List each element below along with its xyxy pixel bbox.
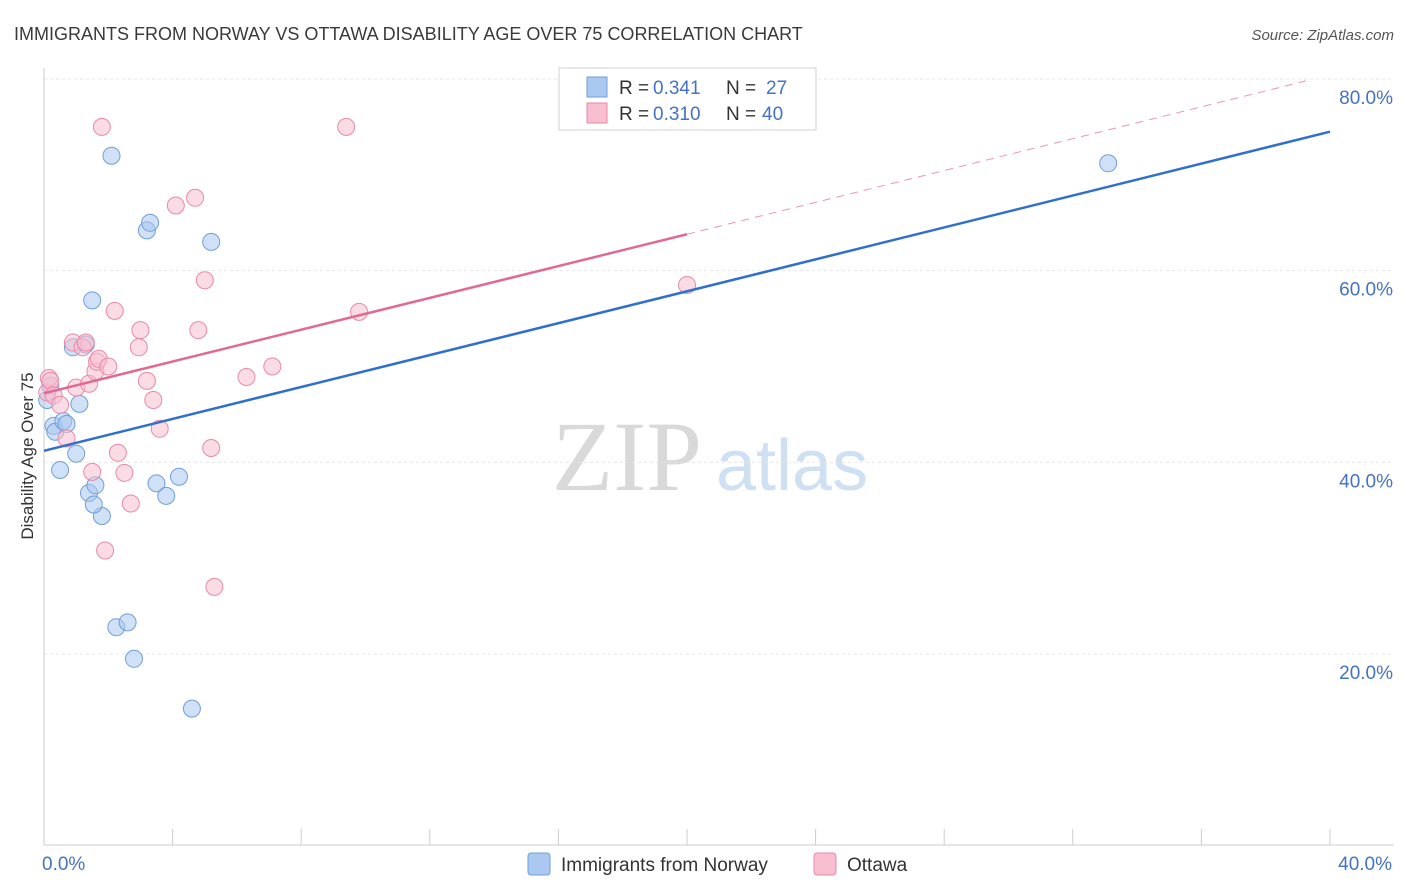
stats-legend-swatch-ottawa xyxy=(586,102,608,124)
norway-point-24 xyxy=(170,467,188,486)
ottawa-point-16 xyxy=(99,357,118,376)
watermark-zip: ZIP xyxy=(552,401,702,512)
ottawa-point-28 xyxy=(189,321,208,340)
ottawa-point-27 xyxy=(186,188,205,207)
ottawa-point-5 xyxy=(57,429,76,448)
y-tick-label-60: 60.0% xyxy=(1339,280,1393,301)
x-tick-label-min: 0.0% xyxy=(42,854,85,875)
y-tick-label-40: 40.0% xyxy=(1339,471,1393,492)
y-axis-label: Disability Age Over 75 xyxy=(18,372,37,539)
chart-source: Source: ZipAtlas.com xyxy=(1251,27,1394,44)
norway-point-22 xyxy=(147,474,166,493)
y-tick-labels: 20.0% 40.0% 60.0% 80.0% xyxy=(1339,88,1393,684)
norway-point-18 xyxy=(118,613,137,632)
stats-legend-swatch-norway xyxy=(586,76,608,98)
stats-r-value-norway: 0.341 xyxy=(653,78,701,99)
legend-swatch-norway xyxy=(527,852,551,876)
norway-point-12 xyxy=(83,291,102,310)
series-legend: Immigrants from Norway Ottawa xyxy=(527,852,908,876)
norway-point-8 xyxy=(67,444,86,463)
ottawa-point-30 xyxy=(202,439,221,457)
ottawa-point-20 xyxy=(121,494,140,513)
norway-point-16 xyxy=(102,146,121,165)
ottawa-point-29 xyxy=(195,271,214,290)
ottawa-point-33 xyxy=(263,357,282,376)
stats-n-label-norway: N = xyxy=(726,78,756,99)
y-tick-label-80: 80.0% xyxy=(1339,88,1393,109)
norway-point-9 xyxy=(70,394,89,413)
ottawa-point-19 xyxy=(115,463,134,482)
series-ottawa xyxy=(38,117,696,596)
norway-point-27 xyxy=(1099,154,1118,173)
ottawa-point-22 xyxy=(131,321,150,340)
ottawa-point-31 xyxy=(205,577,224,596)
stats-r-value-ottawa: 0.310 xyxy=(653,104,701,125)
norway-point-21 xyxy=(141,213,160,232)
trend-line-ottawa xyxy=(43,233,688,395)
ottawa-point-24 xyxy=(144,391,163,409)
stats-n-value-ottawa: 40 xyxy=(762,104,783,125)
legend-label-norway: Immigrants from Norway xyxy=(561,855,768,876)
axes xyxy=(43,68,1394,846)
ottawa-point-4 xyxy=(51,395,70,414)
ottawa-point-11 xyxy=(83,462,102,481)
legend-label-ottawa: Ottawa xyxy=(847,855,908,876)
trend-line-norway xyxy=(43,130,1331,453)
stats-n-label-ottawa: N = xyxy=(726,104,756,125)
ottawa-point-32 xyxy=(237,368,256,386)
watermark-atlas: atlas xyxy=(716,426,868,506)
ottawa-point-23 xyxy=(137,371,156,390)
y-tick-label-20: 20.0% xyxy=(1339,663,1393,684)
stats-legend: R = 0.341 N = 27 R = 0.310 N = 40 xyxy=(558,67,817,131)
norway-point-19 xyxy=(125,649,143,668)
norway-point-26 xyxy=(202,232,221,251)
ottawa-point-15 xyxy=(96,541,115,560)
norway-point-15 xyxy=(84,495,103,514)
stats-r-label-norway: R = xyxy=(619,78,649,99)
ottawa-point-18 xyxy=(108,443,127,462)
ottawa-point-37 xyxy=(92,117,111,136)
x-tick-label-max: 40.0% xyxy=(1338,854,1392,875)
norway-point-25 xyxy=(182,699,201,718)
ottawa-point-25 xyxy=(150,419,169,438)
chart-title: IMMIGRANTS FROM NORWAY VS OTTAWA DISABIL… xyxy=(14,24,803,44)
stats-n-value-norway: 27 xyxy=(766,78,787,99)
ottawa-point-21 xyxy=(129,338,148,357)
ottawa-point-17 xyxy=(105,301,124,320)
trend-lines xyxy=(43,80,1331,453)
watermark: ZIP atlas xyxy=(552,401,868,512)
norway-point-4 xyxy=(51,461,70,479)
ottawa-point-34 xyxy=(337,117,356,136)
legend-swatch-ottawa xyxy=(813,852,837,876)
ottawa-point-26 xyxy=(166,196,185,215)
stats-r-label-ottawa: R = xyxy=(619,104,649,125)
ottawa-point-9 xyxy=(76,333,95,352)
norway-point-23 xyxy=(157,486,176,505)
